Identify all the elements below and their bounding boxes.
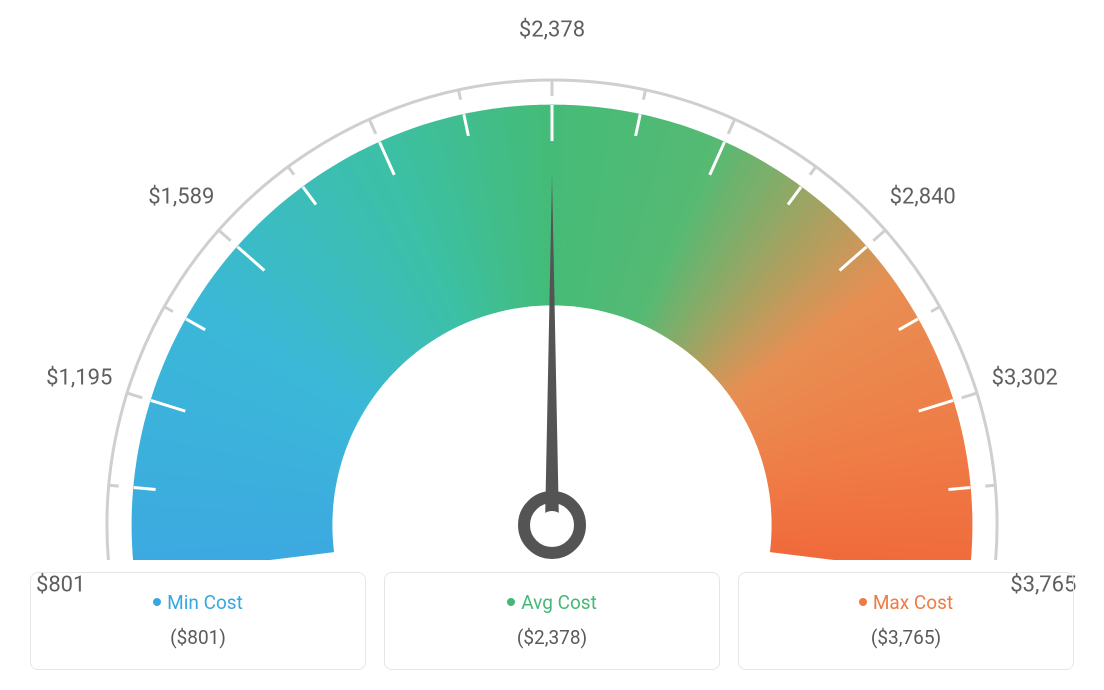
dot-icon [153,598,161,606]
gauge-tick-label: $1,195 [46,366,112,391]
dot-icon [507,598,515,606]
legend-row: Min Cost ($801) Avg Cost ($2,378) Max Co… [30,572,1074,670]
legend-card-max: Max Cost ($3,765) [738,572,1074,670]
legend-value-max: ($3,765) [749,626,1063,649]
gauge-tick-label: $2,378 [519,18,585,43]
legend-title-text: Min Cost [167,591,243,614]
gauge-tick-label: $2,840 [890,185,956,210]
gauge-chart: $801$1,195$1,589$2,378$2,840$3,302$3,765 [0,0,1104,560]
gauge-tick-label: $3,302 [992,366,1058,391]
dot-icon [859,598,867,606]
legend-title-min: Min Cost [41,591,355,614]
legend-title-text: Max Cost [873,591,953,614]
legend-card-min: Min Cost ($801) [30,572,366,670]
legend-title-max: Max Cost [749,591,1063,614]
gauge-svg [0,0,1104,560]
legend-title-text: Avg Cost [521,591,597,614]
gauge-tick-label: $1,589 [148,185,214,210]
legend-title-avg: Avg Cost [395,591,709,614]
legend-value-avg: ($2,378) [395,626,709,649]
legend-card-avg: Avg Cost ($2,378) [384,572,720,670]
legend-value-min: ($801) [41,626,355,649]
